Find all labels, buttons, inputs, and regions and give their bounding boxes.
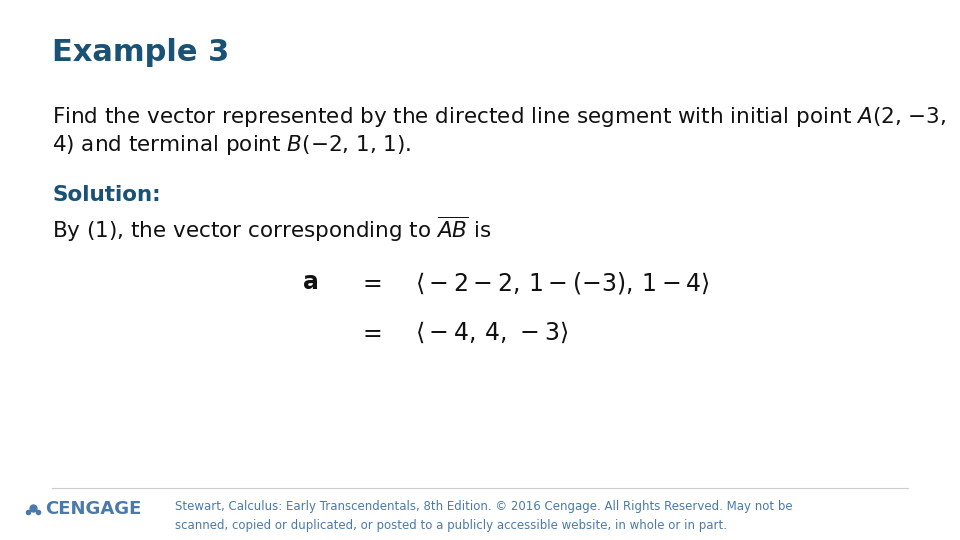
Text: $=$: $=$ <box>358 320 382 344</box>
Text: $\mathbf{a}$: $\mathbf{a}$ <box>302 270 318 294</box>
Text: $=$: $=$ <box>358 270 382 294</box>
Text: $\langle -2-2,\, 1-(-3),\, 1-4 \rangle$: $\langle -2-2,\, 1-(-3),\, 1-4 \rangle$ <box>415 270 709 296</box>
Text: Find the vector represented by the directed line segment with initial point $A$(: Find the vector represented by the direc… <box>52 105 947 129</box>
Text: Stewart, Calculus: Early Transcendentals, 8th Edition. © 2016 Cengage. All Right: Stewart, Calculus: Early Transcendentals… <box>175 500 793 532</box>
Text: CENGAGE: CENGAGE <box>45 500 141 518</box>
Text: Example 3: Example 3 <box>52 38 229 67</box>
Text: $\langle -4,\, 4,\, -3 \rangle$: $\langle -4,\, 4,\, -3 \rangle$ <box>415 320 568 346</box>
Text: Solution:: Solution: <box>52 185 160 205</box>
Text: 4) and terminal point $B$(−2, 1, 1).: 4) and terminal point $B$(−2, 1, 1). <box>52 133 411 157</box>
Text: By (1), the vector corresponding to $\overline{AB}$ is: By (1), the vector corresponding to $\ov… <box>52 215 492 244</box>
